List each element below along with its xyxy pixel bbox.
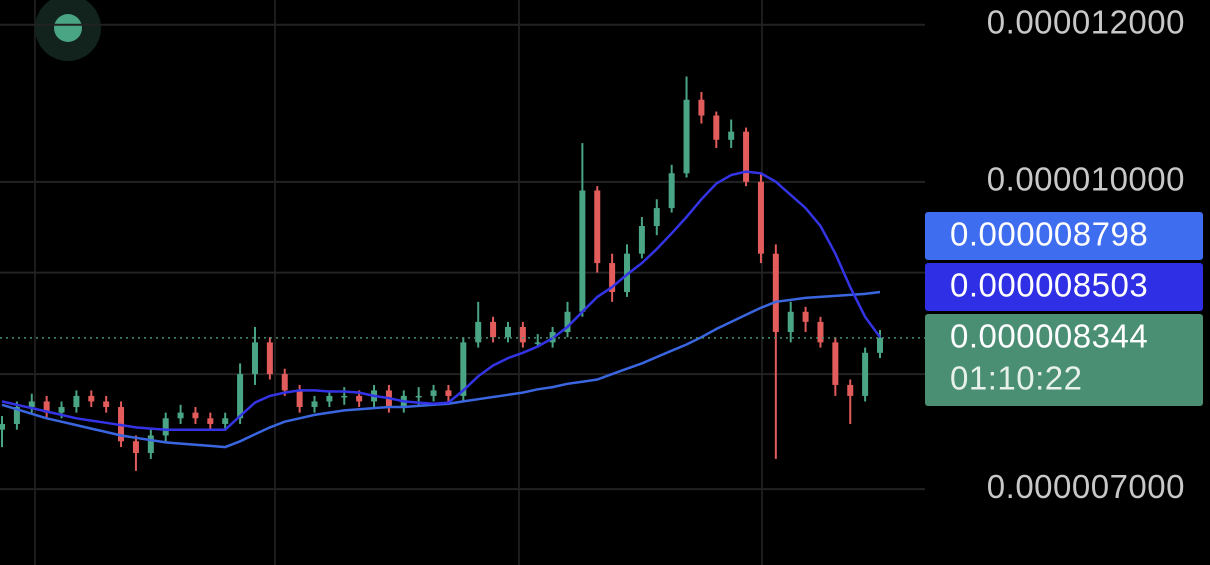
candle-body	[743, 131, 750, 182]
y-tick-label: 0.000007000	[987, 468, 1185, 505]
y-tick-label: 0.000010000	[987, 161, 1185, 198]
countdown-label: 01:10:22	[950, 360, 1082, 397]
candle-body	[192, 412, 199, 419]
candle-body	[728, 131, 735, 140]
status-dot	[54, 14, 82, 42]
candle-body	[222, 418, 229, 424]
candle-body	[683, 99, 690, 174]
candle-body	[564, 311, 571, 333]
price-tag	[925, 212, 1203, 260]
candle-body	[802, 311, 809, 322]
price-tag	[925, 263, 1203, 311]
price-tag-label: 0.000008344	[950, 318, 1148, 355]
candle-body	[847, 384, 854, 396]
candle-body	[311, 401, 318, 408]
candle-body	[638, 226, 645, 254]
candle-body	[787, 311, 794, 333]
candle-body	[862, 352, 869, 396]
candle-body	[132, 441, 139, 453]
moving-average-line	[1, 170, 882, 431]
candle-body	[594, 190, 601, 264]
y-tick-label: 0.000012000	[987, 3, 1185, 40]
candle-body	[490, 321, 497, 338]
candle-body	[58, 407, 65, 413]
candle-body	[162, 418, 169, 436]
candle-body	[207, 418, 214, 424]
candle-body	[475, 321, 482, 343]
candle-body	[415, 395, 422, 398]
candle-body	[817, 321, 824, 343]
candle-body	[519, 326, 526, 343]
candle-body	[832, 342, 839, 385]
candle-body	[251, 342, 258, 375]
candle-body	[73, 395, 80, 408]
candle-body	[460, 342, 467, 396]
candle-body	[757, 181, 764, 254]
candle-body	[266, 342, 273, 375]
candle-body	[281, 374, 288, 391]
candle-body	[430, 390, 437, 396]
candle-body	[504, 326, 511, 338]
candle-body	[43, 401, 50, 413]
candle-body	[534, 342, 541, 344]
candle-body	[445, 390, 452, 396]
candle-body	[356, 395, 363, 402]
candle-body	[237, 374, 244, 419]
moving-average-line	[1, 290, 881, 449]
price-tag-label: 0.000008503	[950, 267, 1148, 304]
candle-body	[713, 115, 720, 140]
candle-body	[579, 190, 586, 312]
candle-body	[772, 253, 779, 333]
candle-body	[147, 435, 154, 453]
candle-body	[624, 253, 631, 292]
candle-body	[13, 407, 20, 424]
candle-body	[877, 337, 883, 353]
candle-body	[668, 173, 675, 209]
candle-body	[326, 395, 333, 402]
candle-body	[653, 208, 660, 227]
price-tag-label: 0.000008798	[950, 216, 1148, 253]
candle-body	[88, 395, 95, 402]
candle-body	[0, 423, 5, 430]
price-tag	[925, 314, 1203, 406]
candle-body	[296, 390, 303, 408]
candle-body	[177, 412, 184, 419]
candle-body	[103, 401, 110, 408]
candle-body	[609, 263, 616, 292]
candle-body	[341, 395, 348, 398]
candle-body	[28, 401, 35, 408]
candle-body	[698, 99, 705, 116]
